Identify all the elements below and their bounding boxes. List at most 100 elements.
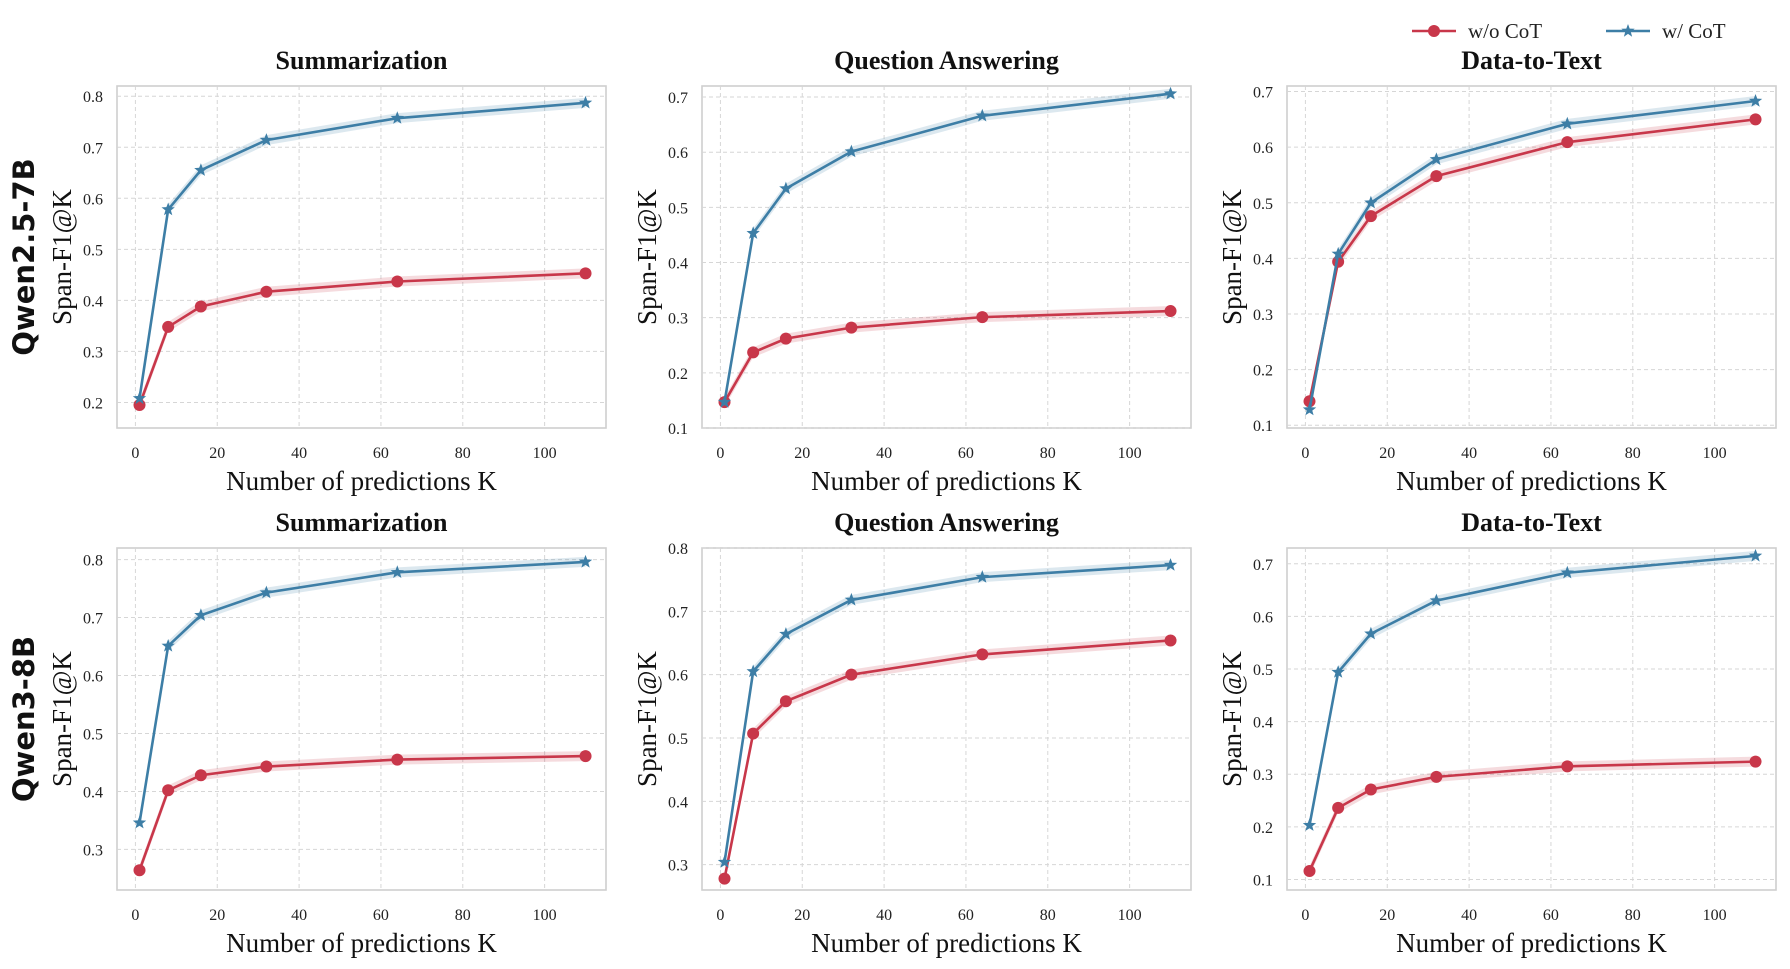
legend-label: w/o CoT [1468, 19, 1542, 43]
data-point [194, 300, 207, 313]
y-tick-label: 0.2 [83, 395, 103, 412]
data-point [1748, 548, 1763, 562]
subplot-data-to-text: 0 20 40 60 80 100 0.1 0.2 0.3 0.4 0.5 0.6 0.7 Data-to… [1217, 46, 1777, 496]
data-point [1302, 402, 1317, 416]
data-point [391, 275, 404, 288]
y-tick-label: 0.7 [1253, 557, 1273, 574]
subplot-title: Question Answering [834, 46, 1059, 75]
x-tick-label: 40 [876, 907, 892, 924]
data-point [1332, 801, 1345, 814]
x-axis-label: Number of predictions K [1396, 466, 1667, 496]
legend-marker [1621, 24, 1635, 37]
x-tick-label: 60 [958, 907, 974, 924]
data-point [1430, 170, 1443, 183]
x-tick-label: 40 [291, 445, 307, 462]
data-point [1748, 94, 1763, 107]
plot-area [701, 547, 1192, 891]
y-tick-label: 0.4 [1253, 715, 1273, 732]
subplot-title: Summarization [276, 508, 448, 537]
x-tick-label: 40 [1461, 445, 1477, 462]
y-tick-label: 0.5 [83, 242, 103, 259]
data-point [1303, 865, 1316, 878]
data-point [1364, 626, 1378, 640]
data-point [194, 608, 208, 621]
data-point [579, 750, 592, 763]
data-point [162, 320, 175, 333]
data-point [1560, 116, 1574, 130]
data-point [845, 668, 858, 681]
y-tick-label: 0.2 [668, 366, 688, 383]
subplot-data-to-text: 0 20 40 60 80 100 0.1 0.2 0.3 0.4 0.5 0.6 0.7 Data-to… [1217, 508, 1777, 958]
data-point [1429, 593, 1443, 607]
data-point [747, 727, 760, 740]
data-point [1429, 152, 1443, 166]
data-point [259, 585, 273, 599]
subplot-title: Data-to-Text [1461, 46, 1602, 75]
data-point [390, 111, 404, 124]
data-point [132, 391, 147, 405]
x-axis-label: Number of predictions K [1396, 928, 1667, 958]
data-point [1163, 86, 1178, 100]
y-tick-label: 0.3 [1253, 767, 1273, 784]
y-tick-label: 0.4 [83, 784, 103, 801]
x-tick-label: 40 [291, 907, 307, 924]
y-tick-label: 0.8 [668, 541, 688, 558]
y-tick-label: 0.1 [1253, 872, 1273, 889]
y-axis-label: Span-F1@K [632, 651, 662, 787]
data-point [1560, 565, 1574, 579]
x-tick-label: 100 [533, 445, 557, 462]
legend-marker [1428, 25, 1440, 37]
data-point [975, 570, 989, 583]
data-point [1302, 818, 1317, 831]
plot-area [701, 85, 1192, 429]
series-line [138, 272, 586, 406]
data-point [747, 346, 760, 359]
plot-area [116, 85, 607, 429]
x-tick-label: 100 [533, 907, 557, 924]
data-point [1364, 783, 1377, 796]
data-point [194, 769, 207, 782]
data-point [578, 554, 593, 568]
data-point [746, 664, 760, 678]
y-tick-label: 0.8 [83, 89, 103, 106]
x-tick-label: 0 [716, 445, 724, 462]
x-tick-label: 80 [1040, 445, 1056, 462]
y-tick-label: 0.6 [668, 668, 688, 685]
x-tick-label: 80 [455, 445, 471, 462]
x-tick-label: 0 [131, 907, 139, 924]
subplot-summarization: 0 20 40 60 80 100 0.3 0.4 0.5 0.6 0.7 0.8 Summarizat… [47, 508, 607, 958]
plot-area [1286, 547, 1777, 891]
subplot-title: Data-to-Text [1461, 508, 1602, 537]
data-point [391, 753, 404, 766]
data-point [1749, 113, 1762, 126]
data-point [194, 163, 208, 176]
data-point [578, 95, 593, 109]
data-point [1164, 634, 1177, 647]
y-tick-label: 0.7 [83, 611, 103, 628]
y-axis-label: Span-F1@K [1217, 189, 1247, 325]
x-tick-label: 0 [716, 907, 724, 924]
data-point [1749, 755, 1762, 768]
data-point [1331, 246, 1345, 260]
x-tick-label: 20 [794, 445, 810, 462]
series-line [723, 92, 1171, 403]
subplot-question-answering: 0 20 40 60 80 100 0.1 0.2 0.3 0.4 0.5 0.6 0.7 Questio… [632, 46, 1192, 496]
x-tick-label: 80 [1625, 445, 1641, 462]
x-tick-label: 40 [876, 445, 892, 462]
x-tick-label: 0 [131, 445, 139, 462]
y-tick-label: 0.1 [1253, 418, 1273, 435]
row-label: Qwen3-8B [7, 636, 41, 802]
data-point [779, 695, 792, 708]
y-tick-label: 0.7 [83, 140, 103, 157]
y-tick-label: 0.4 [668, 256, 688, 273]
data-point [161, 202, 175, 216]
y-tick-label: 0.7 [668, 90, 688, 107]
y-tick-label: 0.7 [668, 604, 688, 621]
data-point [717, 395, 732, 408]
x-tick-label: 60 [373, 445, 389, 462]
series-line [723, 309, 1171, 403]
x-tick-label: 0 [1301, 907, 1309, 924]
series-line [1308, 99, 1756, 410]
data-point [161, 639, 175, 652]
y-tick-label: 0.3 [1253, 307, 1273, 324]
